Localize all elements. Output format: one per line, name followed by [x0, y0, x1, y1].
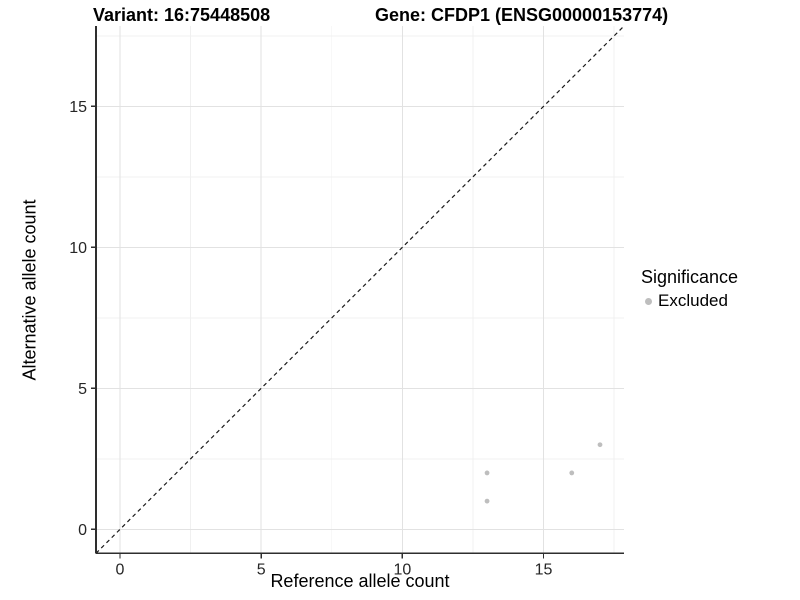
data-point — [484, 470, 490, 476]
y-tick-label: 5 — [78, 381, 87, 398]
legend: Significance Excluded — [641, 266, 738, 311]
y-tick-label: 10 — [69, 240, 87, 257]
x-tick-label: 5 — [257, 561, 266, 578]
x-axis-title: Reference allele count — [270, 571, 450, 591]
data-point — [484, 498, 490, 504]
x-tick-label: 0 — [116, 561, 125, 578]
plot-title-variant: Variant: 16:75448508 — [93, 5, 271, 25]
legend-item-excluded: Excluded — [641, 291, 738, 311]
legend-point-icon — [645, 297, 652, 305]
x-tick-label: 15 — [535, 561, 553, 578]
y-axis-title: Alternative allele count — [19, 199, 40, 381]
legend-title: Significance — [641, 267, 739, 287]
identity-dashed-line — [95, 25, 625, 554]
y-tick-label: 15 — [69, 99, 87, 116]
plot-title-gene: Gene: CFDP1 (ENSG00000153774) — [375, 5, 669, 25]
data-point — [597, 442, 603, 448]
y-tick-label: 0 — [78, 522, 87, 539]
legend-item-label: Excluded — [658, 291, 728, 310]
data-point — [569, 470, 575, 476]
x-tick-label: 10 — [393, 561, 411, 578]
